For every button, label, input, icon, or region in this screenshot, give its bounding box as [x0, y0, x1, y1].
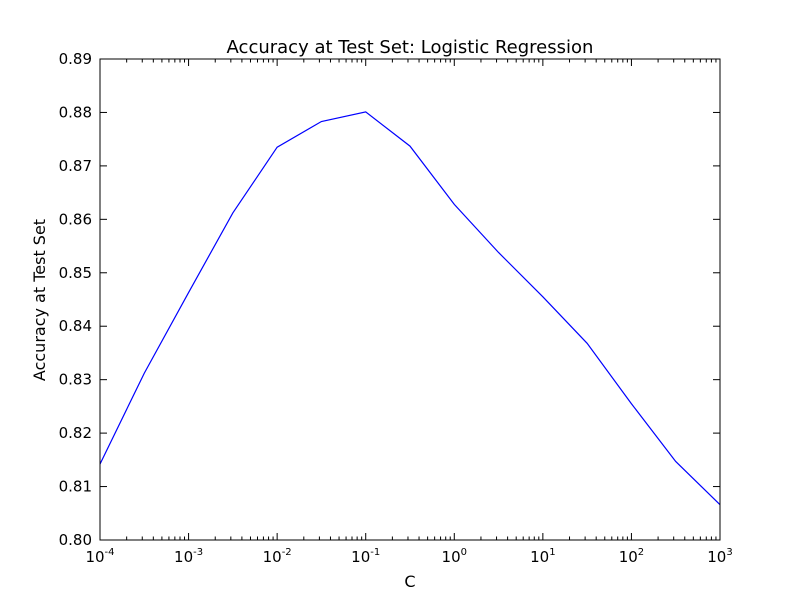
- chart-title: Accuracy at Test Set: Logistic Regressio…: [227, 37, 594, 58]
- plot-area: [99, 58, 721, 541]
- y-tick-label: 0.88: [59, 103, 92, 121]
- y-tick-label: 0.81: [59, 478, 92, 496]
- y-tick-label: 0.87: [59, 157, 92, 175]
- x-axis-label: C: [404, 572, 415, 591]
- y-tick-label: 0.85: [59, 264, 92, 282]
- y-tick-label: 0.80: [59, 531, 92, 549]
- y-tick-label: 0.82: [59, 424, 92, 442]
- x-tick-label: 10-2: [263, 547, 292, 566]
- x-tick-label: 101: [530, 547, 555, 566]
- y-tick-label: 0.89: [59, 50, 92, 68]
- series-line-0: [99, 111, 721, 506]
- y-tick-label: 0.86: [59, 210, 92, 228]
- x-tick-label: 10-4: [85, 547, 114, 566]
- plot-frame: [99, 58, 721, 541]
- x-tick-label: 10-1: [351, 547, 380, 566]
- x-tick-label: 100: [442, 547, 467, 566]
- y-tick-label: 0.84: [59, 317, 92, 335]
- axis-ticks: 0.80 0.81 0.82 0.83 0.84 0.85 0.86 0.87 0.88 0.89…: [59, 50, 733, 566]
- y-axis-label: Accuracy at Test Set: [30, 219, 49, 381]
- y-tick-label: 0.83: [59, 371, 92, 389]
- x-tick-label: 103: [707, 547, 732, 566]
- x-tick-label: 102: [619, 547, 644, 566]
- x-tick-label: 10-3: [174, 547, 203, 566]
